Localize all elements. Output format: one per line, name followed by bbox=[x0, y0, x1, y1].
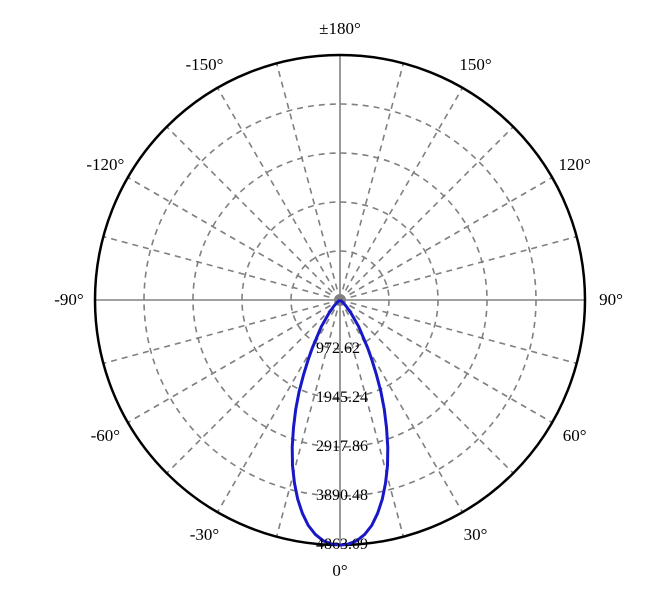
angle-label: ±180° bbox=[319, 19, 361, 39]
angle-label: 90° bbox=[599, 290, 623, 310]
angle-label: 60° bbox=[563, 426, 587, 446]
angle-label: -120° bbox=[86, 155, 124, 175]
radial-label: 1945.24 bbox=[316, 389, 368, 407]
angle-label: -90° bbox=[54, 290, 83, 310]
angle-label: 30° bbox=[464, 525, 488, 545]
radial-label: 972.62 bbox=[316, 340, 360, 358]
angle-label: 150° bbox=[459, 55, 491, 75]
radial-label: 2917.86 bbox=[316, 438, 368, 456]
polar-svg bbox=[0, 0, 669, 609]
radial-label: 4863.09 bbox=[316, 536, 368, 554]
angle-label: 120° bbox=[559, 155, 591, 175]
angle-label: 0° bbox=[332, 561, 347, 581]
polar-chart: ±180° 150° 120° 90° 60° 30° 0° -30° -60° -90° -120… bbox=[0, 0, 669, 609]
angle-label: -60° bbox=[91, 426, 120, 446]
angle-label: -150° bbox=[186, 55, 224, 75]
radial-label: 3890.48 bbox=[316, 487, 368, 505]
angle-label: -30° bbox=[190, 525, 219, 545]
